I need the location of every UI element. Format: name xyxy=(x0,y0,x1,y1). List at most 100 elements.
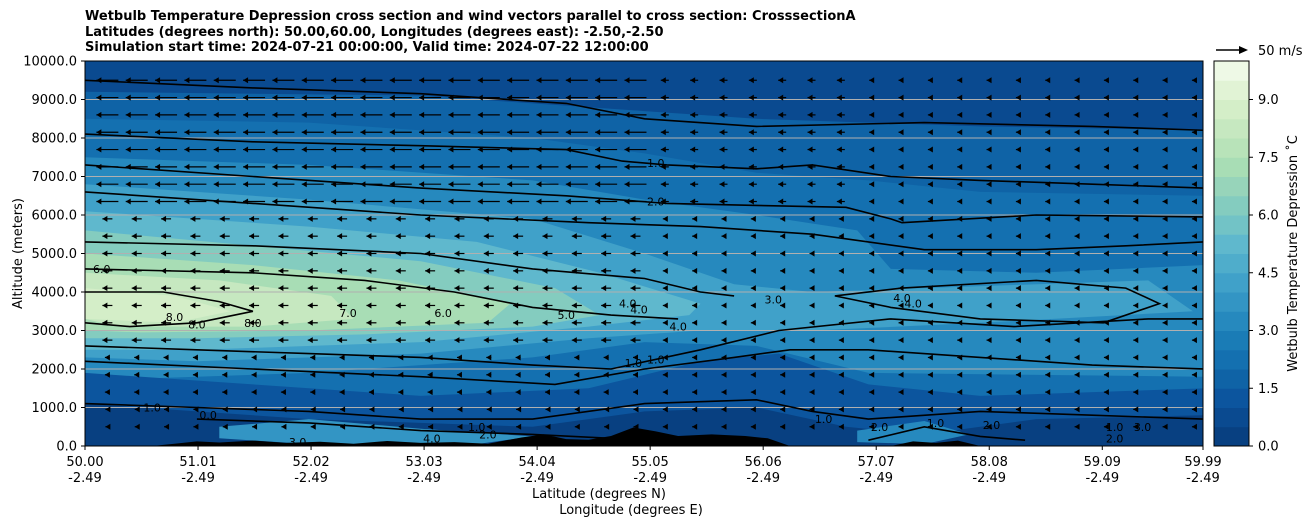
wind-vector-head-16-30 xyxy=(986,146,992,153)
wind-vector-head-16-19 xyxy=(660,146,666,153)
wind-vector-head-9-18 xyxy=(630,267,636,274)
wind-vector-head-8-3 xyxy=(190,285,196,292)
wind-vector-head-8-12 xyxy=(454,285,460,292)
wind-vector-head-12-21 xyxy=(721,215,727,222)
wind-vector-head-5-12 xyxy=(454,337,460,344)
wind-vector-head-20-19 xyxy=(660,77,666,84)
wind-vector-head-11-4 xyxy=(219,233,225,240)
wind-vector-head-3-16 xyxy=(574,371,580,378)
wind-vector-head-16-5 xyxy=(243,146,249,153)
wind-vector-head-15-12 xyxy=(448,163,454,170)
wind-vector-head-18-14 xyxy=(507,111,513,118)
wind-vector-head-14-27 xyxy=(898,181,904,188)
wind-vector-head-1-14 xyxy=(516,406,522,413)
wind-vector-head-17-6 xyxy=(272,129,278,136)
wind-vector-head-9-5 xyxy=(249,267,255,274)
wind-vector-head-16-13 xyxy=(477,146,483,153)
wind-vector-head-11-3 xyxy=(190,233,196,240)
wind-vector-head-2-26 xyxy=(869,389,875,396)
wind-vector-head-16-3 xyxy=(184,146,190,153)
contour-label-14: 3.0 xyxy=(765,294,783,307)
y-tick-label-10: 10000.0 xyxy=(23,55,77,70)
wind-vector-head-5-29 xyxy=(957,337,963,344)
x-tick-longitude-4: -2.49 xyxy=(520,471,554,486)
wind-vector-head-19-10 xyxy=(389,94,395,101)
wind-vector-head-12-36 xyxy=(1162,215,1168,222)
wind-vector-head-4-17 xyxy=(603,354,609,361)
wind-vector-head-8-25 xyxy=(838,285,844,292)
wind-vector-head-14-2 xyxy=(155,181,161,188)
wind-vector-head-8-36 xyxy=(1162,285,1168,292)
colorbar-swatch-17 xyxy=(1214,99,1249,120)
wind-vector-head-6-1 xyxy=(131,319,137,326)
y-tick-label-2: 2000.0 xyxy=(32,363,78,378)
wind-vector-head-19-11 xyxy=(419,94,425,101)
wind-vector-head-8-34 xyxy=(1103,285,1109,292)
wind-vector-head-19-14 xyxy=(507,94,513,101)
contour-label-23: 1.0 xyxy=(815,413,833,426)
wind-vector-head-12-6 xyxy=(278,215,284,222)
contour-label-9: 8.0 xyxy=(166,311,184,324)
wind-vector-head-14-23 xyxy=(778,181,784,188)
contour-label-0: 1.0 xyxy=(647,157,665,170)
wind-vector-head-15-25 xyxy=(836,163,842,170)
wind-vector-head-0-11 xyxy=(428,423,434,430)
x-tick-longitude-5: -2.49 xyxy=(633,471,667,486)
wind-vector-head-13-1 xyxy=(125,198,131,205)
wind-vector-head-8-15 xyxy=(542,285,548,292)
wind-vector-head-7-34 xyxy=(1103,302,1109,309)
wind-vector-head-14-15 xyxy=(536,181,542,188)
wind-vector-head-8-13 xyxy=(483,285,489,292)
wind-vector-head-15-1 xyxy=(125,163,131,170)
wind-vector-head-9-8 xyxy=(337,267,343,274)
wind-vector-head-4-15 xyxy=(544,354,550,361)
wind-vector-head-7-0 xyxy=(102,302,108,309)
wind-vector-head-0-29 xyxy=(957,423,963,430)
wind-key: 50 m/s xyxy=(1216,44,1303,59)
contour-label-24: 2.0 xyxy=(871,421,889,434)
fill-region-12 xyxy=(857,421,970,445)
wind-vector-head-9-7 xyxy=(307,267,313,274)
wind-vector-head-13-35 xyxy=(1133,198,1139,205)
wind-vector-head-11-29 xyxy=(957,233,963,240)
wind-vector-head-15-10 xyxy=(389,163,395,170)
colorbar-tick-label-1: 1.5 xyxy=(1258,382,1279,397)
wind-vector-head-3-25 xyxy=(838,371,844,378)
wind-vector-head-4-5 xyxy=(251,354,257,361)
wind-vector-head-12-5 xyxy=(249,215,255,222)
wind-vector-head-16-22 xyxy=(748,146,754,153)
wind-vector-head-6-9 xyxy=(366,319,372,326)
wind-vector-head-17-31 xyxy=(1015,129,1021,136)
wind-vector-head-1-1 xyxy=(134,406,140,413)
depression-fill-regions xyxy=(85,61,1203,446)
wind-vector-head-17-12 xyxy=(448,129,454,136)
wind-vector-head-7-1 xyxy=(131,302,137,309)
wind-vector-head-2-32 xyxy=(1045,389,1051,396)
wind-vector-head-9-22 xyxy=(750,267,756,274)
wind-vector-head-1-22 xyxy=(750,406,756,413)
wind-vector-head-20-37 xyxy=(1191,77,1197,84)
wind-vector-head-11-22 xyxy=(750,233,756,240)
wind-vector-head-6-35 xyxy=(1133,319,1139,326)
wind-vector-head-7-4 xyxy=(219,302,225,309)
wind-vector-head-6-11 xyxy=(425,319,431,326)
wind-vector-head-9-28 xyxy=(927,267,933,274)
contour-label-6: 6.0 xyxy=(434,307,452,320)
wind-vector-head-20-31 xyxy=(1015,77,1021,84)
wind-vector-head-7-2 xyxy=(161,302,167,309)
wind-vector-head-11-32 xyxy=(1045,233,1051,240)
wind-vector-head-18-34 xyxy=(1103,111,1109,118)
wind-vector-head-8-18 xyxy=(630,285,636,292)
wind-vector-head-8-32 xyxy=(1045,285,1051,292)
wind-vector-head-0-0 xyxy=(105,423,111,430)
wind-vector-head-4-12 xyxy=(456,354,462,361)
wind-vector-head-14-14 xyxy=(507,181,513,188)
wind-vector-head-3-9 xyxy=(368,371,374,378)
wind-vector-head-17-2 xyxy=(155,129,161,136)
wind-vector-head-15-17 xyxy=(595,163,601,170)
wind-vector-head-2-22 xyxy=(750,389,756,396)
wind-vector-head-18-30 xyxy=(986,111,992,118)
wind-vector-head-18-29 xyxy=(957,111,963,118)
wind-vector-head-16-21 xyxy=(719,146,725,153)
wind-vector-head-10-34 xyxy=(1103,250,1109,257)
